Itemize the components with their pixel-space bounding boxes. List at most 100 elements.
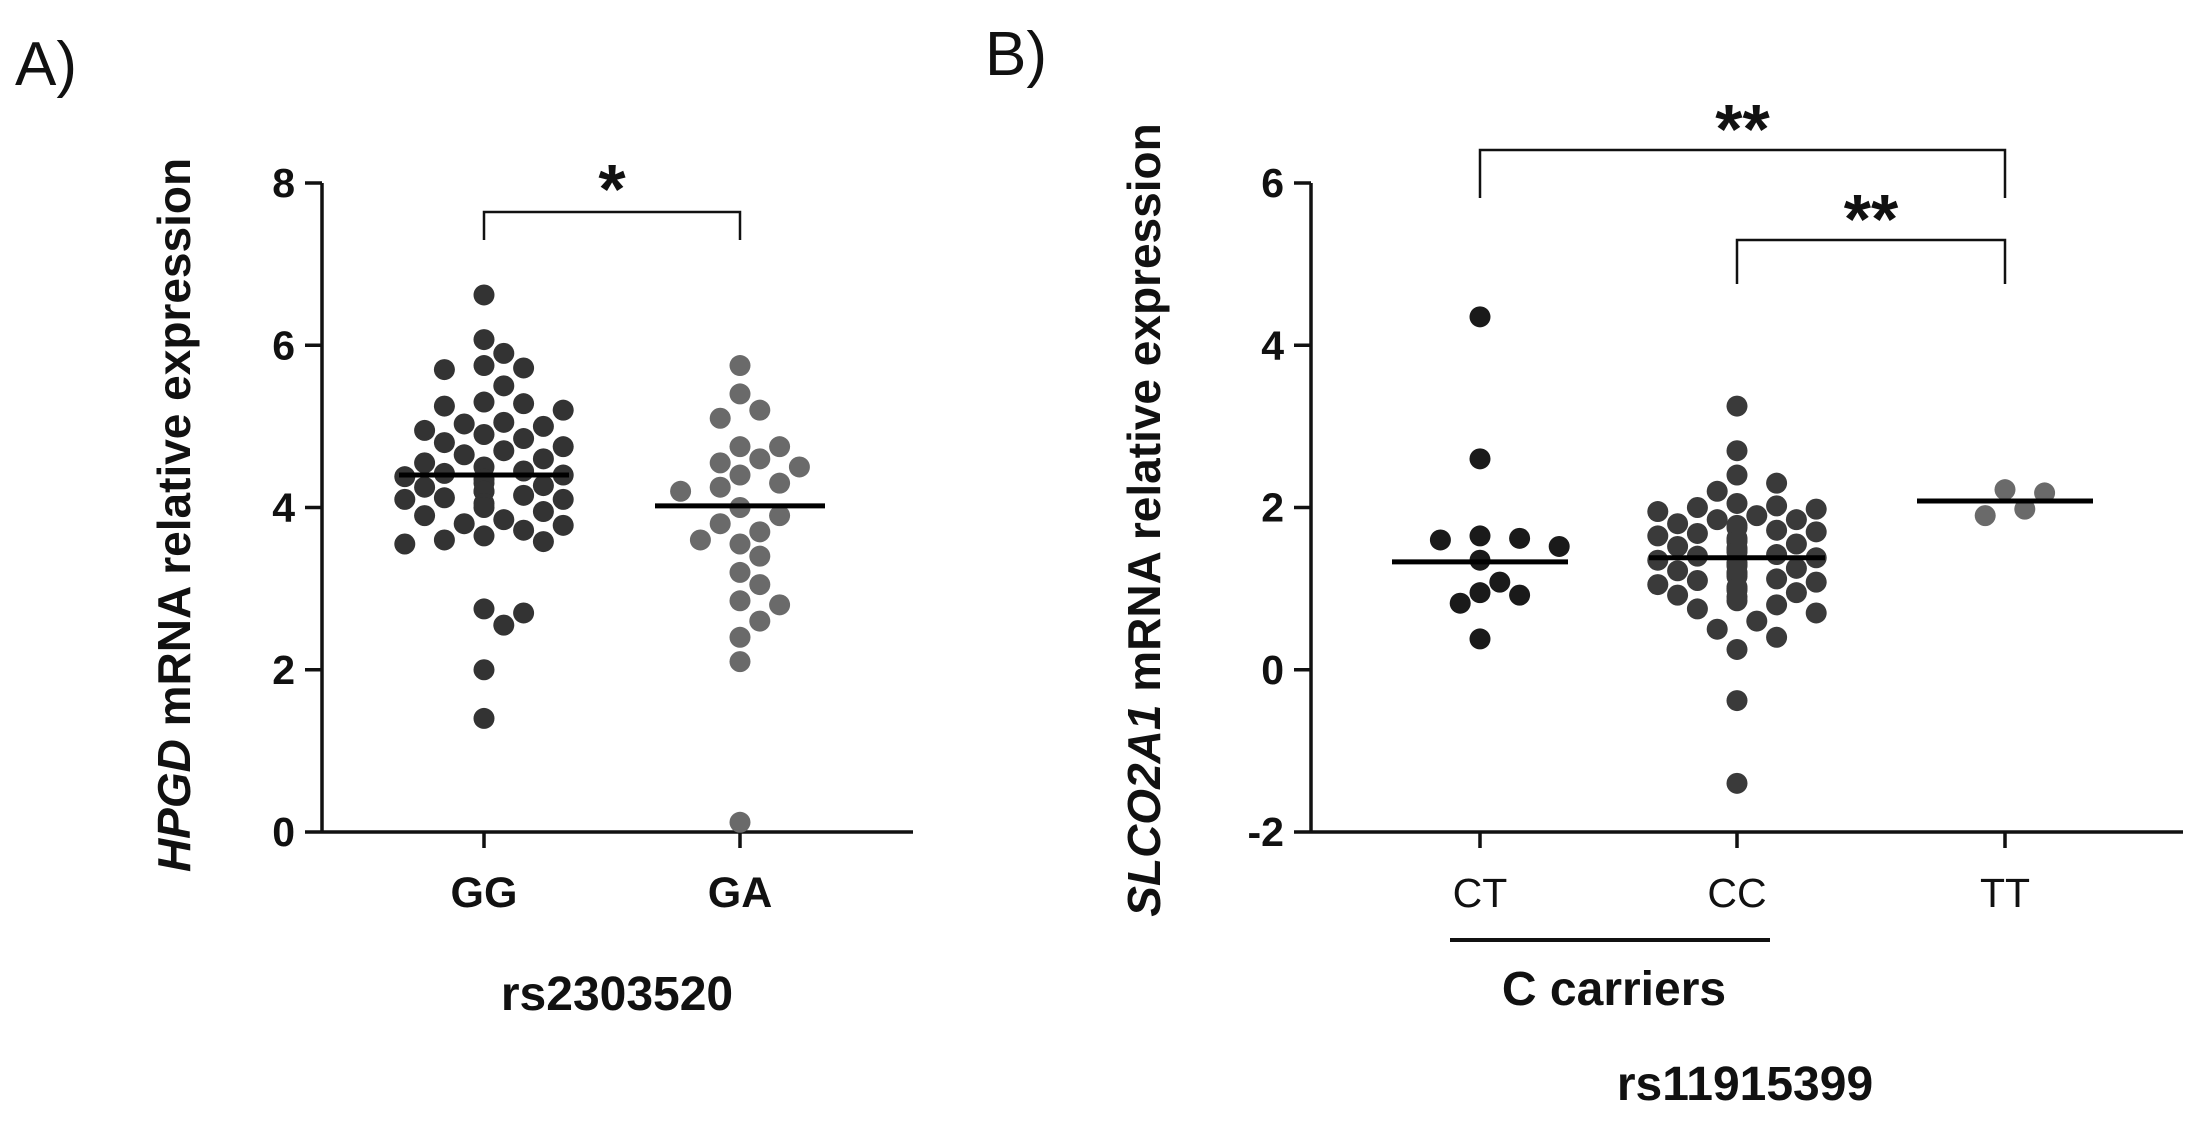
panel-a-means xyxy=(399,472,825,509)
y-tick-label: 2 xyxy=(1261,485,1284,531)
data-point-ga xyxy=(788,456,810,478)
panel-b-y-axis-label: SLCO2A1 mRNA relative expression xyxy=(1118,123,1170,916)
data-point-ga xyxy=(769,472,791,494)
data-point-gg xyxy=(433,432,455,454)
x-tick-label-gg: GG xyxy=(451,869,518,917)
data-point-gg xyxy=(453,444,475,466)
data-point-gg xyxy=(493,509,515,531)
data-point-gg xyxy=(394,533,416,555)
data-point-gg xyxy=(532,415,554,437)
data-point-ga xyxy=(749,399,771,421)
data-point-gg xyxy=(394,488,416,510)
data-point-gg xyxy=(414,476,436,498)
x-tick-label-cc: CC xyxy=(1707,870,1766,916)
data-point-cc xyxy=(1726,690,1748,712)
data-point-gg xyxy=(433,529,455,551)
data-point-tt xyxy=(2034,482,2056,504)
data-point-ga xyxy=(769,594,791,616)
data-point-gg xyxy=(473,391,495,413)
data-point-gg xyxy=(473,659,495,681)
data-point-cc xyxy=(1647,525,1669,547)
data-point-gg xyxy=(493,375,515,397)
y-tick-label: 2 xyxy=(272,647,295,693)
data-point-gg xyxy=(453,513,475,535)
data-point-tt xyxy=(1974,505,1996,527)
panel-a-x-axis-label: rs2303520 xyxy=(501,968,733,1021)
data-point-gg xyxy=(414,419,436,441)
data-point-cc xyxy=(1785,533,1807,555)
data-point-ga xyxy=(709,476,731,498)
significance-bracket xyxy=(1478,148,2007,198)
data-point-gg xyxy=(453,413,475,435)
data-point-cc xyxy=(1785,557,1807,579)
panel-a-points xyxy=(394,284,810,833)
y-tick-label: 4 xyxy=(272,485,295,531)
panel-a-x-ticks: GG GA xyxy=(451,832,772,917)
data-point-gg xyxy=(433,487,455,509)
data-point-ga xyxy=(709,452,731,474)
significance-stars: * xyxy=(598,150,626,228)
data-point-ga xyxy=(749,448,771,470)
x-tick-label-tt: TT xyxy=(1980,870,2030,916)
data-point-cc xyxy=(1726,464,1748,486)
panel-a-y-ticks: 0 2 4 6 8 xyxy=(272,160,322,855)
y-tick-label: 0 xyxy=(1261,647,1284,693)
data-point-cc xyxy=(1647,501,1669,523)
data-point-gg xyxy=(513,428,535,450)
panel-b-y-ticks: -2 0 2 4 6 xyxy=(1248,160,1311,855)
data-point-ct xyxy=(1489,571,1511,593)
data-point-cc xyxy=(1686,522,1708,544)
data-point-gg xyxy=(433,359,455,381)
data-point-ct xyxy=(1469,582,1491,604)
data-point-ga xyxy=(709,513,731,535)
panel-b-x-axis-label: rs11915399 xyxy=(1617,1058,1873,1111)
data-point-tt xyxy=(1994,479,2016,501)
data-point-cc xyxy=(1766,626,1788,648)
data-point-gg xyxy=(552,436,574,458)
data-point-gg xyxy=(552,488,574,510)
data-point-cc xyxy=(1706,618,1728,640)
data-point-cc xyxy=(1686,598,1708,620)
data-point-gg xyxy=(552,399,574,421)
panel-a-significance: * xyxy=(482,150,742,240)
data-point-cc xyxy=(1785,509,1807,531)
data-point-gg xyxy=(513,519,535,541)
panel-b-label: B) xyxy=(985,20,1047,89)
data-point-cc xyxy=(1805,498,1827,520)
data-point-cc xyxy=(1667,560,1689,582)
y-tick-label: -2 xyxy=(1248,809,1284,855)
data-point-gg xyxy=(473,423,495,445)
data-point-gg xyxy=(513,393,535,415)
data-point-cc xyxy=(1766,594,1788,616)
data-point-ga xyxy=(729,626,751,648)
data-point-ga xyxy=(729,590,751,612)
data-point-cc xyxy=(1647,574,1669,596)
data-point-cc xyxy=(1726,772,1748,794)
data-point-ct xyxy=(1469,306,1491,328)
data-point-gg xyxy=(532,501,554,523)
data-point-gg xyxy=(513,357,535,379)
data-point-gg xyxy=(513,602,535,624)
data-point-ga xyxy=(769,436,791,458)
data-point-gg xyxy=(493,440,515,462)
data-point-cc xyxy=(1785,582,1807,604)
panel-b-y-axis xyxy=(1309,183,2183,834)
data-point-gg xyxy=(552,514,574,536)
panel-b-means xyxy=(1392,498,2093,565)
data-point-gg xyxy=(473,355,495,377)
data-point-cc xyxy=(1766,495,1788,517)
panel-b-points xyxy=(1429,306,2056,794)
y-tick-label: 6 xyxy=(1261,160,1284,206)
data-point-cc xyxy=(1766,519,1788,541)
data-point-cc xyxy=(1726,395,1748,417)
data-point-cc xyxy=(1746,505,1768,527)
data-point-ga xyxy=(749,545,771,567)
significance-stars: ** xyxy=(1715,90,1770,168)
data-point-ga xyxy=(729,811,751,833)
data-point-ct xyxy=(1449,592,1471,614)
y-tick-label: 8 xyxy=(272,160,295,206)
data-point-ga xyxy=(729,561,751,583)
data-point-ga xyxy=(729,533,751,555)
data-point-gg xyxy=(414,452,436,474)
panel-a-y-gene: HPGD xyxy=(148,739,200,872)
